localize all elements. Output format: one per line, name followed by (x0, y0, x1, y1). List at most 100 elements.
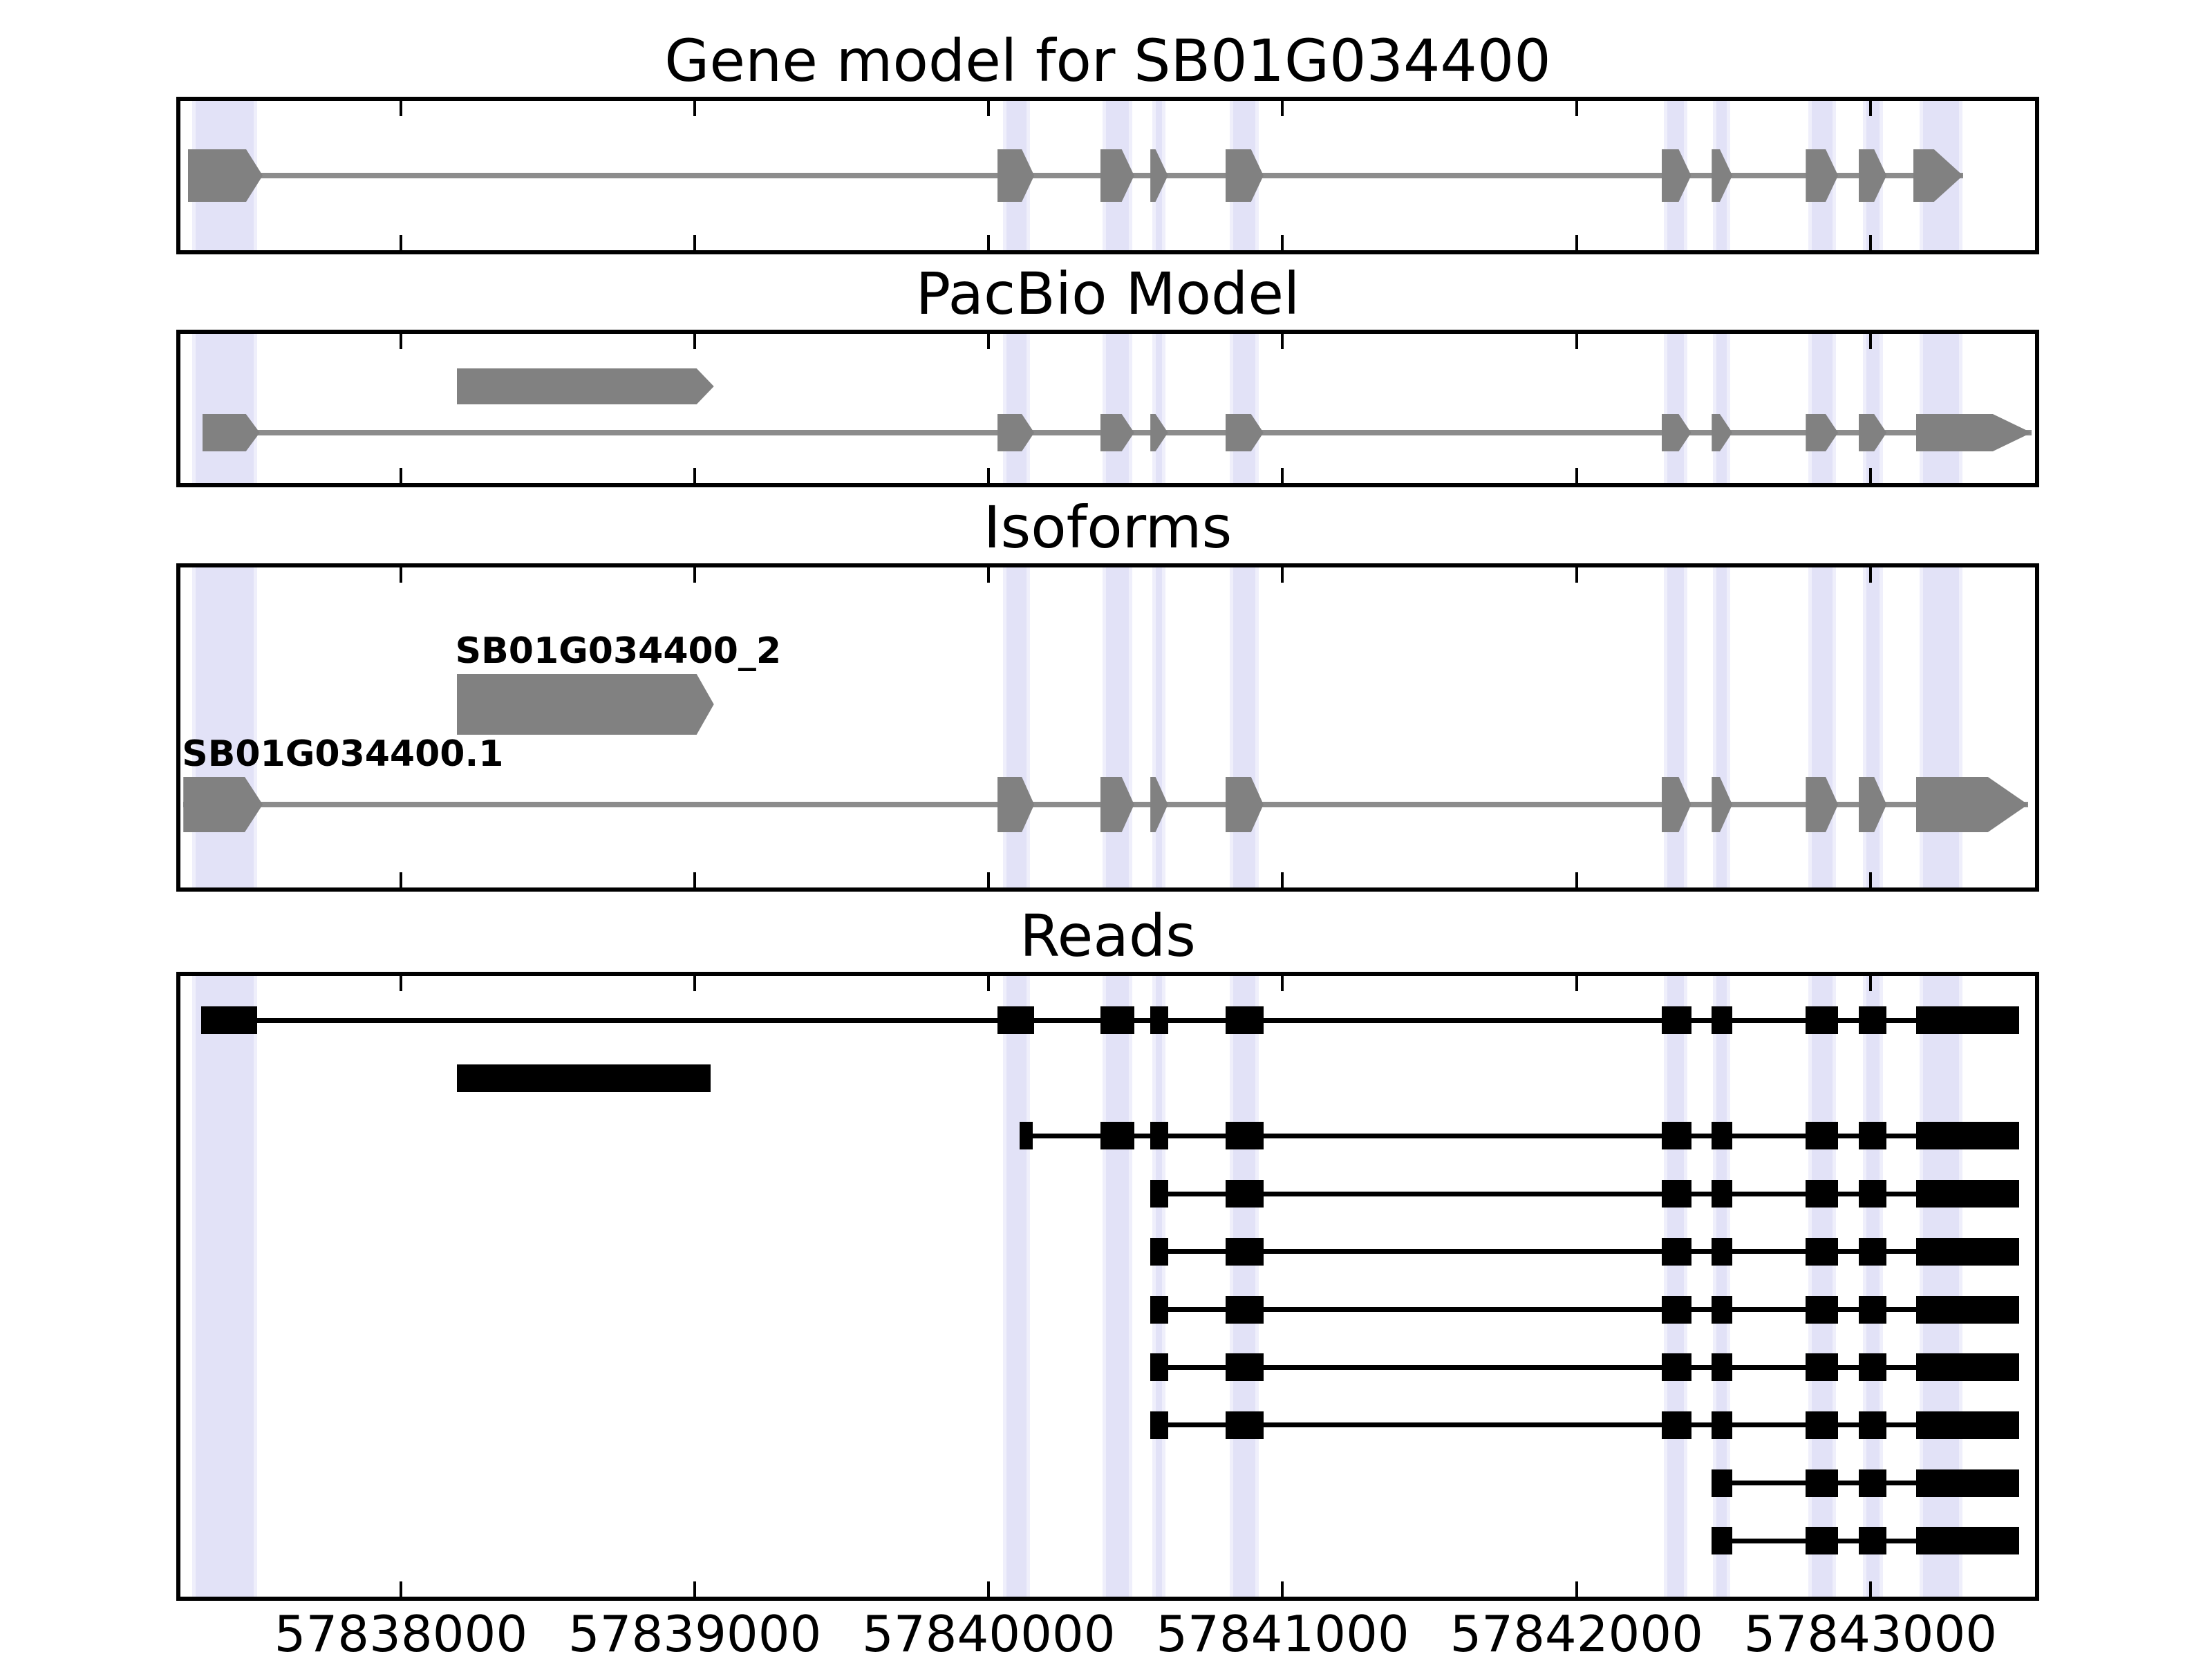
read-exon-block (1858, 1122, 1887, 1150)
axis-tick-label: 57841000 (1156, 1605, 1409, 1663)
read-exon-block (1661, 1411, 1691, 1439)
read-exon-block (200, 1006, 257, 1034)
axis-tick (1868, 101, 1872, 116)
read-exon-block (1806, 1180, 1839, 1208)
read-exon-block (1661, 1180, 1691, 1208)
read-exon-block (1858, 1180, 1887, 1208)
read-exon-block (1150, 1411, 1168, 1439)
axis-tick (987, 1581, 991, 1597)
axis-tick (987, 567, 991, 583)
read-exon-block (1712, 1295, 1733, 1324)
axis-tick (693, 468, 697, 483)
read-exon-block (1915, 1353, 2019, 1382)
exon-highlight-band (1712, 334, 1731, 483)
axis-tick (1868, 334, 1872, 349)
read-exon-block (1150, 1180, 1168, 1208)
axis-tick (693, 976, 697, 991)
axis-tick (987, 334, 991, 349)
read-exon-block (1712, 1006, 1733, 1034)
exon-highlight-band (1103, 976, 1133, 1597)
isoform-label: SB01G034400.1 (182, 733, 504, 775)
read-exon-block (1225, 1006, 1264, 1034)
read-exon-block (1858, 1237, 1887, 1266)
axis-tick (987, 235, 991, 250)
exon-highlight-band (1230, 567, 1259, 887)
exon-highlight-band (1712, 567, 1731, 887)
axis-tick (399, 1581, 402, 1597)
read-exon-block (1712, 1469, 1733, 1497)
exon-highlight-band (1003, 976, 1031, 1597)
exon-highlight-band (192, 334, 258, 483)
axis-tick (399, 976, 402, 991)
read-exon-block (1712, 1237, 1733, 1266)
axis-tick (1575, 1581, 1578, 1597)
axis-tick-label: 57838000 (274, 1605, 528, 1663)
read-exon-block (1100, 1006, 1134, 1034)
exon-highlight-band (1230, 334, 1259, 483)
axis-tick (1281, 235, 1284, 250)
read-exon-block (1712, 1527, 1733, 1555)
exon-highlight-band (1152, 334, 1166, 483)
axis-tick (1281, 872, 1284, 887)
exon-shape (202, 414, 260, 451)
axis-tick (1868, 567, 1872, 583)
exon-highlight-band (1103, 567, 1133, 887)
panel-gene-model (176, 97, 2039, 254)
exon-highlight-band (1919, 976, 1963, 1597)
axis-tick (399, 235, 402, 250)
axis-tick (693, 567, 697, 583)
axis-tick (1575, 567, 1578, 583)
panel-title-pacbio: PacBio Model (915, 260, 1300, 328)
axis-tick (1281, 976, 1284, 991)
exon-highlight-band (1808, 334, 1837, 483)
read-exon-block (1915, 1295, 2019, 1324)
axis-tick (1575, 976, 1578, 991)
read-exon-block (1858, 1527, 1887, 1555)
read-exon-block (1661, 1353, 1691, 1382)
axis-tick (987, 101, 991, 116)
axis-tick (1281, 334, 1284, 349)
axis-tick (1868, 235, 1872, 250)
read-exon-block (1806, 1527, 1839, 1555)
axis-tick (693, 235, 697, 250)
exon-highlight-band (1152, 567, 1166, 887)
read-exon-block (1806, 1295, 1839, 1324)
axis-tick (399, 872, 402, 887)
read-exon-block (1915, 1180, 2019, 1208)
axis-tick (987, 468, 991, 483)
read-exon-block (1150, 1237, 1168, 1266)
read-exon-block (1661, 1295, 1691, 1324)
read-exon-block (1712, 1122, 1733, 1150)
read-exon-block (1225, 1122, 1264, 1150)
axis-tick (987, 872, 991, 887)
read-exon-block (1225, 1411, 1264, 1439)
axis-tick (399, 567, 402, 583)
exon-highlight-band (1152, 976, 1166, 1597)
exon-highlight-band (1003, 334, 1031, 483)
intron-line (1150, 1422, 2019, 1428)
read-exon-block (1806, 1006, 1839, 1034)
read-exon-block (1806, 1122, 1839, 1150)
read-exon-block (1150, 1122, 1168, 1150)
read-exon-block (1858, 1353, 1887, 1382)
read-exon-block (1806, 1237, 1839, 1266)
axis-tick (1868, 468, 1872, 483)
axis-tick (1281, 1581, 1284, 1597)
exon-shape (1915, 414, 2032, 451)
read-exon-block (1806, 1353, 1839, 1382)
read-exon-block (1712, 1180, 1733, 1208)
read-exon-block (1915, 1469, 2019, 1497)
read-exon-block (1150, 1353, 1168, 1382)
intron-line (1150, 1364, 2019, 1370)
axis-tick (399, 101, 402, 116)
exon-highlight-band (1862, 976, 1883, 1597)
read-exon-block (1915, 1411, 2019, 1439)
exon-highlight-band (1663, 567, 1687, 887)
read-exon-block (1150, 1006, 1168, 1034)
exon-highlight-band (1230, 976, 1259, 1597)
exon-highlight-band (1003, 567, 1031, 887)
axis-tick-label: 57843000 (1743, 1605, 1998, 1663)
exon-highlight-band (1862, 567, 1883, 887)
read-exon-block (1915, 1237, 2019, 1266)
